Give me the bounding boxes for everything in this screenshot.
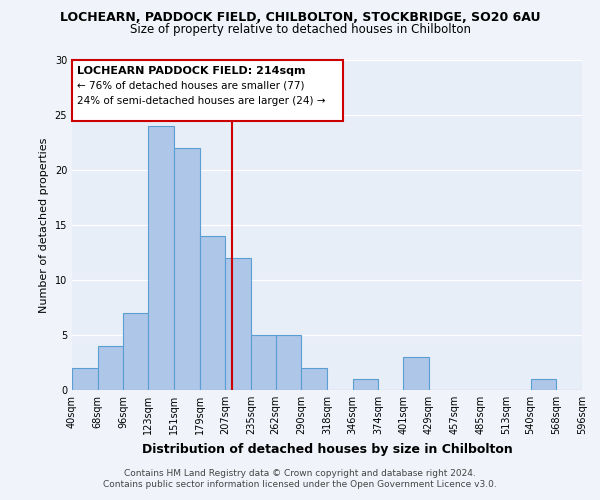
Bar [72,368,98,390]
Text: 24% of semi-detached houses are larger (24) →: 24% of semi-detached houses are larger (… [77,96,325,106]
Y-axis label: Number of detached properties: Number of detached properties [39,138,49,312]
Text: Contains HM Land Registry data © Crown copyright and database right 2024.: Contains HM Land Registry data © Crown c… [124,468,476,477]
Text: Size of property relative to detached houses in Chilbolton: Size of property relative to detached ho… [130,22,470,36]
Bar [530,379,556,390]
Bar [353,379,379,390]
Bar [301,368,327,390]
Bar [200,236,225,390]
X-axis label: Distribution of detached houses by size in Chilbolton: Distribution of detached houses by size … [142,442,512,456]
Bar [98,346,124,390]
Text: Contains public sector information licensed under the Open Government Licence v3: Contains public sector information licen… [103,480,497,489]
Bar [225,258,251,390]
Text: ← 76% of detached houses are smaller (77): ← 76% of detached houses are smaller (77… [77,81,304,91]
Bar [124,313,148,390]
Bar [148,126,174,390]
FancyBboxPatch shape [72,60,343,120]
Bar [403,357,429,390]
Bar [174,148,200,390]
Bar [582,379,600,390]
Bar [275,335,301,390]
Text: LOCHEARN PADDOCK FIELD: 214sqm: LOCHEARN PADDOCK FIELD: 214sqm [77,66,305,76]
Text: LOCHEARN, PADDOCK FIELD, CHILBOLTON, STOCKBRIDGE, SO20 6AU: LOCHEARN, PADDOCK FIELD, CHILBOLTON, STO… [60,11,540,24]
Bar [251,335,275,390]
